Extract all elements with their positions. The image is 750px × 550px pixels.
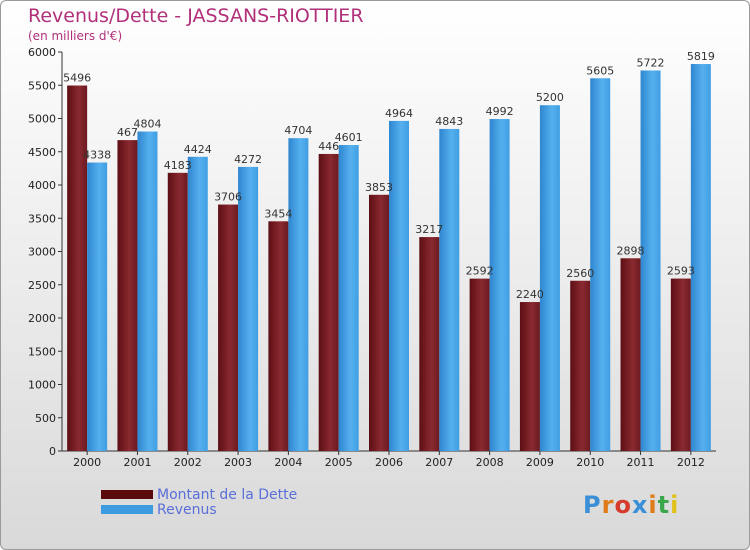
bar-debt: [419, 237, 440, 451]
legend-label-revenus: Revenus: [157, 501, 217, 518]
y-tick-label: 3000: [28, 246, 56, 259]
x-tick-label: 2010: [576, 456, 604, 469]
bar-debt: [67, 85, 88, 452]
data-label-debt: 5496: [63, 72, 91, 85]
data-label-revenus: 5605: [586, 64, 614, 77]
legend-item-debt: Montant de la Dette: [101, 486, 298, 503]
logo-letter: r: [601, 491, 615, 519]
x-tick-label: 2009: [526, 456, 554, 469]
bar-debt: [570, 280, 591, 451]
x-tick-label: 2007: [425, 456, 453, 469]
y-tick-label: 4000: [28, 179, 56, 192]
bar-debt: [218, 204, 239, 451]
data-label-debt: 2592: [466, 265, 494, 278]
data-label-revenus: 5722: [637, 56, 665, 69]
x-tick-label: 2012: [677, 456, 705, 469]
bar-revenus: [87, 162, 108, 451]
chart-title: Revenus/Dette - JASSANS-RIOTTIER: [28, 5, 364, 27]
y-tick-label: 3500: [28, 212, 56, 225]
legend-label-debt: Montant de la Dette: [157, 486, 298, 503]
legend-item-revenus: Revenus: [101, 501, 297, 518]
data-label-debt: 2560: [566, 267, 594, 280]
data-label-debt: 2898: [617, 244, 645, 257]
y-tick-label: 2500: [28, 279, 56, 292]
x-tick-label: 2005: [325, 456, 353, 469]
x-tick-label: 2008: [476, 456, 504, 469]
y-tick-label: 4500: [28, 146, 56, 159]
bar-revenus: [690, 64, 711, 451]
bar-revenus: [137, 131, 158, 451]
bar-debt: [519, 302, 540, 451]
bar-debt: [268, 221, 289, 451]
data-label-revenus: 4601: [335, 131, 363, 144]
bar-revenus: [640, 70, 661, 451]
data-label-debt: 446: [318, 140, 339, 153]
bar-debt: [670, 278, 691, 451]
y-tick-label: 500: [35, 412, 56, 425]
x-tick-label: 2003: [224, 456, 252, 469]
x-tick-label: 2011: [627, 456, 655, 469]
data-label-revenus: 4338: [83, 149, 111, 162]
data-label-revenus: 4843: [435, 115, 463, 128]
bar-debt: [167, 172, 188, 451]
x-tick-label: 2001: [123, 456, 151, 469]
data-label-revenus: 5200: [536, 91, 564, 104]
bar-revenus: [489, 119, 510, 452]
proxiti-logo: Proxiti: [583, 491, 679, 519]
data-label-debt: 467: [117, 126, 138, 139]
bar-revenus: [439, 128, 460, 451]
y-tick-label: 2000: [28, 312, 56, 325]
logo-letter: P: [583, 491, 602, 519]
x-tick-label: 2000: [73, 456, 101, 469]
data-label-revenus: 4992: [486, 105, 514, 118]
bar-revenus: [288, 138, 309, 451]
logo-letter: x: [631, 491, 649, 519]
data-label-debt: 2240: [516, 288, 544, 301]
bar-revenus: [590, 78, 611, 451]
x-tick-label: 2002: [174, 456, 202, 469]
data-label-revenus: 4704: [284, 124, 312, 137]
data-label-revenus: 4272: [234, 153, 262, 166]
y-tick-label: 6000: [28, 46, 56, 59]
chart-subtitle: (en milliers d'€): [28, 29, 123, 43]
bar-debt: [318, 153, 339, 451]
data-label-revenus: 4424: [184, 143, 212, 156]
bar-debt: [620, 258, 641, 451]
data-label-debt: 4183: [164, 159, 192, 172]
bar-debt: [469, 278, 490, 451]
logo-letter: t: [657, 491, 671, 519]
bar-revenus: [187, 156, 208, 451]
logo-letter: i: [670, 491, 680, 519]
legend-swatch-revenus: [101, 505, 153, 514]
y-tick-label: 1000: [28, 379, 56, 392]
bar-revenus: [389, 120, 409, 452]
bar-revenus: [238, 166, 259, 452]
bar-revenus: [338, 145, 359, 451]
data-label-revenus: 4964: [385, 107, 413, 120]
data-label-debt: 3706: [214, 191, 242, 204]
y-tick-label: 1500: [28, 345, 56, 358]
y-tick-label: 5000: [28, 113, 56, 126]
y-tick-label: 5500: [28, 79, 56, 92]
y-tick-label: 0: [49, 445, 56, 458]
bar-debt: [117, 140, 138, 452]
x-tick-label: 2004: [274, 456, 302, 469]
data-label-debt: 3217: [415, 223, 443, 236]
chart-data-labels: 5496 467 4183 3706 3454 446 3853 3217 2592 2240 25…: [63, 50, 715, 301]
legend-swatch-debt: [101, 490, 153, 499]
logo-letter: i: [648, 491, 658, 519]
data-label-revenus: 5819: [687, 50, 715, 63]
logo-letter: o: [614, 491, 632, 519]
data-label-debt: 2593: [667, 265, 695, 278]
chart-legend: Montant de la Dette Revenus: [101, 486, 298, 518]
data-label-debt: 3853: [365, 181, 393, 194]
x-tick-label: 2006: [375, 456, 403, 469]
chart-bars: [67, 64, 711, 452]
bar-debt: [369, 194, 389, 451]
bar-revenus: [539, 105, 560, 451]
data-label-revenus: 4804: [133, 118, 161, 131]
data-label-debt: 3454: [264, 207, 292, 220]
bar-chart: 0 500 1000 1500 2000 2500 3000 3500 4000 4500 5000…: [28, 46, 716, 469]
